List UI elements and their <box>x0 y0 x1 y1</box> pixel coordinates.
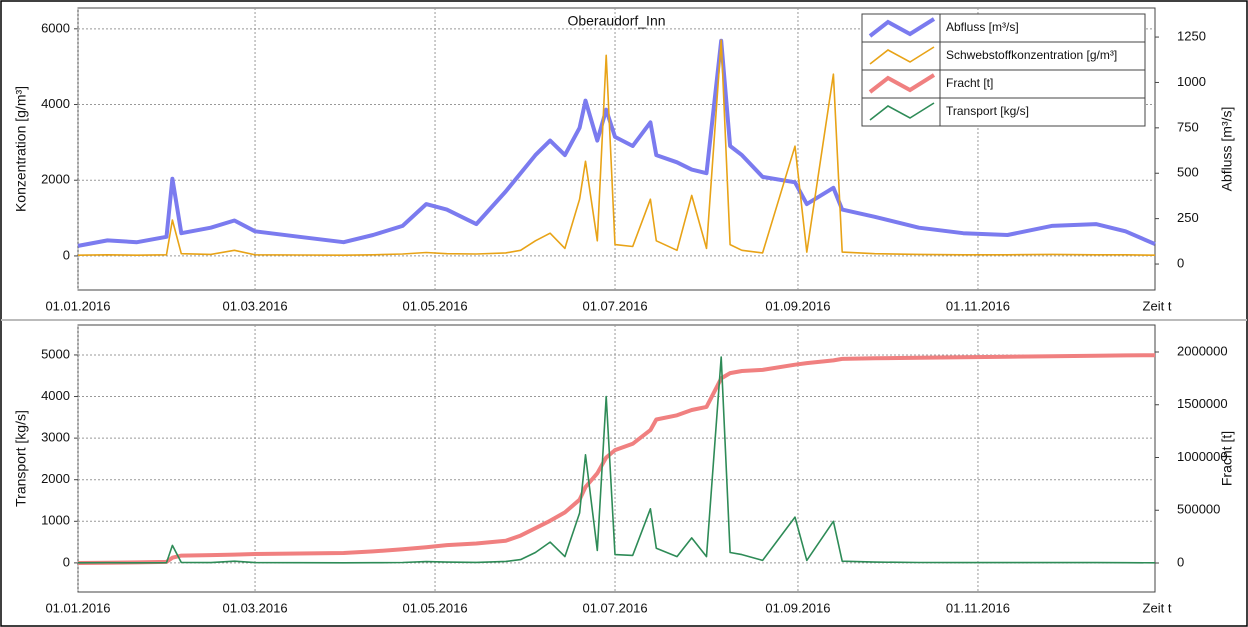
x-tick-label: 01.11.2016 <box>946 600 1010 615</box>
y-tick-label: 1000 <box>41 513 70 528</box>
y2-tick-label: 750 <box>1177 119 1199 134</box>
x-axis-label: Zeit t <box>1143 600 1172 615</box>
y2-axis-label: Abfluss [m³/s] <box>1219 107 1235 192</box>
y2-tick-label: 1000 <box>1177 74 1206 89</box>
legend-label: Schwebstoffkonzentration [g/m³] <box>946 48 1117 62</box>
x-tick-label: 01.07.2016 <box>582 298 647 313</box>
x-tick-label: 01.05.2016 <box>402 298 467 313</box>
y-tick-label: 4000 <box>41 388 70 403</box>
y2-tick-label: 250 <box>1177 210 1199 225</box>
chart-title: Oberaudorf_Inn <box>567 13 665 29</box>
legend-swatch <box>869 102 935 121</box>
x-tick-label: 01.05.2016 <box>402 600 467 615</box>
y-tick-label: 6000 <box>41 20 70 35</box>
legend-swatch <box>868 73 936 94</box>
x-tick-label: 01.03.2016 <box>223 600 288 615</box>
y-tick-label: 0 <box>63 554 70 569</box>
series-line <box>77 38 1156 248</box>
plot-area <box>77 324 1156 593</box>
y2-tick-label: 500000 <box>1177 502 1220 517</box>
y2-tick-label: 1000000 <box>1177 449 1228 464</box>
y2-tick-label: 2000000 <box>1177 343 1228 358</box>
y2-tick-label: 500 <box>1177 165 1199 180</box>
y2-axis-label: Fracht [t] <box>1219 431 1235 486</box>
y-tick-label: 3000 <box>41 430 70 445</box>
y-tick-label: 2000 <box>41 471 70 486</box>
y-tick-label: 2000 <box>41 172 70 187</box>
y2-tick-label: 1500000 <box>1177 396 1228 411</box>
y-tick-label: 0 <box>63 247 70 262</box>
y2-tick-label: 1250 <box>1177 28 1206 43</box>
x-tick-label: 01.03.2016 <box>223 298 288 313</box>
legend-swatch <box>868 17 936 38</box>
legend-swatch <box>869 46 935 65</box>
y2-tick-label: 0 <box>1177 255 1184 270</box>
legend-label: Abfluss [m³/s] <box>946 20 1019 34</box>
x-tick-label: 01.11.2016 <box>946 298 1010 313</box>
series-line <box>77 39 1156 256</box>
legend-label: Fracht [t] <box>946 76 993 90</box>
x-tick-label: 01.09.2016 <box>765 298 830 313</box>
y-tick-label: 4000 <box>41 96 70 111</box>
x-tick-label: 01.07.2016 <box>582 600 647 615</box>
x-tick-label: 01.09.2016 <box>765 600 830 615</box>
series-line <box>77 356 1156 564</box>
x-tick-label: 01.01.2016 <box>45 298 110 313</box>
x-axis-label: Zeit t <box>1143 298 1172 313</box>
legend-label: Transport [kg/s] <box>946 104 1029 118</box>
y-axis-label: Konzentration [g/m³] <box>13 86 29 212</box>
y-axis-label: Transport [kg/s] <box>13 410 29 507</box>
y2-tick-label: 0 <box>1177 554 1184 569</box>
y-tick-label: 5000 <box>41 346 70 361</box>
x-tick-label: 01.01.2016 <box>45 600 110 615</box>
